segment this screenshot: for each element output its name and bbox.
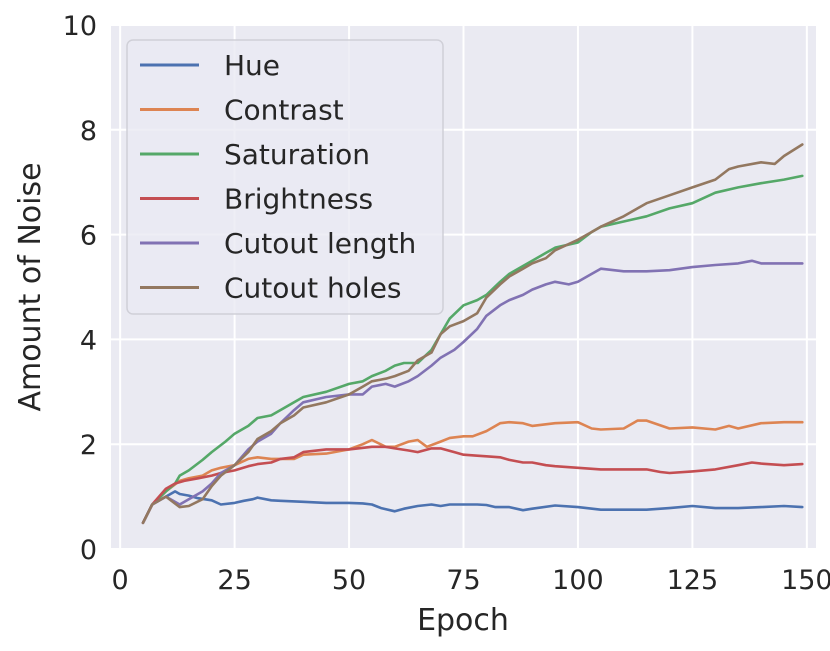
series-lines: [141, 143, 804, 525]
series-line-brightness: [141, 445, 804, 525]
legend-label-saturation: Saturation: [224, 138, 370, 171]
y-tick-label: 0: [80, 535, 97, 566]
y-tick-label: 4: [80, 325, 97, 356]
x-tick-label: 125: [667, 565, 719, 596]
x-axis-title: Epoch: [417, 603, 509, 638]
x-tick-label: 100: [552, 565, 604, 596]
x-tick-label: 0: [112, 565, 129, 596]
y-tick-label: 10: [63, 11, 97, 42]
legend-label-contrast: Contrast: [224, 94, 344, 127]
y-axis-ticks: 0 2 4 6 8 10: [63, 11, 97, 566]
y-tick-label: 6: [80, 221, 97, 252]
x-axis-ticks: 0 25 50 75 100 125 150: [112, 565, 830, 596]
legend-label-brightness: Brightness: [224, 183, 373, 216]
y-tick-label: 2: [80, 430, 97, 461]
x-tick-label: 75: [446, 565, 480, 596]
x-tick-label: 25: [217, 565, 251, 596]
series-line-cutout-holes: [141, 143, 804, 525]
y-axis-title: Amount of Noise: [13, 162, 48, 411]
legend-label-hue: Hue: [224, 49, 280, 82]
legend-box: [126, 39, 444, 315]
x-tick-label: 150: [781, 565, 830, 596]
legend-label-cutout-holes: Cutout holes: [224, 272, 402, 305]
legend: Hue Contrast Saturation Brightness Cutout le…: [126, 39, 444, 315]
series-line-hue: [141, 490, 804, 525]
x-tick-label: 50: [332, 565, 366, 596]
y-tick-label: 8: [80, 116, 97, 147]
legend-label-cutout-length: Cutout length: [224, 227, 416, 260]
